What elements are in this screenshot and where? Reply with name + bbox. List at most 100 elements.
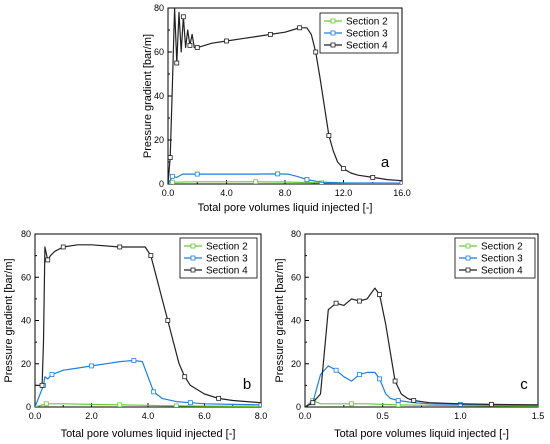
series-line-section-4 [305,287,538,407]
data-point [333,300,339,306]
x-tick-label: 1.5 [532,411,545,421]
panel-label: a [381,154,390,171]
data-point [356,298,362,304]
panel-label: c [520,376,528,393]
data-point [304,177,310,183]
legend-swatch-marker [330,30,336,36]
data-point [216,395,222,401]
legend-swatch-marker [330,42,336,48]
x-tick-label: 16.0 [393,188,411,198]
chart-panel-a: 0.0 4.0 8.0 12.0 16.0 0 20 40 60 80 Total pore vol… [142,3,411,214]
x-tick-label: 0.0 [299,411,312,421]
data-point [60,244,66,250]
data-point [173,403,179,407]
data-point [194,45,200,50]
data-point [258,402,261,407]
x-tick-label: 8.0 [279,188,292,198]
series-line-section-4 [168,8,402,184]
plot-area [305,287,538,407]
y-axis-label: Pressure gradient [bar/m] [142,34,154,158]
data-point [377,376,382,382]
series-line-section-3 [168,173,402,184]
data-point [370,174,376,180]
x-tick-label: 12.0 [335,188,353,198]
data-point [395,398,401,403]
y-tick-label: 40 [21,316,31,326]
y-tick-label: 0 [159,179,164,189]
legend-label: Section 2 [481,242,523,253]
data-point [349,401,355,407]
data-point [313,49,319,55]
data-point [275,171,281,177]
legend-swatch-marker [190,243,196,249]
data-point [253,179,259,184]
y-axis-label: Pressure gradient [bar/m] [3,258,15,382]
data-point [89,363,94,369]
x-tick-label: 0.5 [376,411,389,421]
x-axis-label: Total pore volumes liquid injected [-] [334,428,509,440]
data-point [341,166,346,172]
data-point [131,358,137,363]
data-point [187,43,193,48]
data-point [310,400,316,406]
y-tick-label: 20 [291,359,301,369]
x-tick-label: 0.0 [162,188,175,198]
legend-swatch-marker [190,267,196,273]
legend-swatch-marker [330,18,336,24]
y-tick-label: 60 [154,47,164,57]
data-point [168,155,173,161]
y-tick-label: 20 [21,359,31,369]
legend-label: Section 4 [206,266,248,277]
x-tick-label: 4.0 [220,188,233,198]
legend-label: Section 3 [346,29,388,40]
data-point [194,171,200,177]
plot-area [168,8,402,184]
x-tick-label: 1.0 [454,411,467,421]
y-tick-label: 60 [291,272,301,282]
legend-label: Section 2 [346,17,388,28]
data-point [165,318,171,323]
x-tick-label: 0.0 [29,411,42,421]
y-tick-label: 0 [296,402,301,412]
x-axis-label: Total pore volumes liquid injected [-] [198,202,373,214]
y-tick-label: 40 [291,316,301,326]
data-point [333,367,339,373]
chart-panel-b: 0.0 2.0 4.0 6.0 8.0 0 20 40 60 80 Total pore volum… [3,229,267,440]
y-tick-label: 40 [154,91,164,101]
panel-label: b [243,376,251,393]
plot-area [35,244,261,407]
y-tick-label: 60 [21,272,31,282]
y-tick-label: 0 [26,402,31,412]
series-line-section-2 [35,403,261,407]
legend-label: Section 3 [481,254,523,265]
data-point [392,378,398,384]
data-point [180,14,186,20]
y-axis-label: Pressure gradient [bar/m] [274,258,286,382]
data-point [267,32,273,37]
data-point [39,382,45,388]
legend-swatch-marker [465,243,471,249]
data-point [169,173,175,179]
data-point [399,180,402,184]
data-point [169,179,175,184]
data-point [297,25,303,31]
data-point [411,398,417,403]
x-tick-label: 8.0 [255,411,268,421]
legend-label: Section 3 [206,254,248,265]
y-tick-label: 80 [21,229,31,239]
data-point [326,133,332,139]
data-point [174,60,180,66]
y-tick-label: 80 [154,3,164,13]
data-point [148,253,154,259]
data-point [117,402,123,407]
data-point [187,400,193,406]
data-point [356,372,362,377]
legend-swatch-marker [465,267,471,273]
legend-label: Section 2 [206,242,248,253]
data-point [43,401,49,407]
x-tick-label: 2.0 [85,411,98,421]
data-point [117,244,123,250]
